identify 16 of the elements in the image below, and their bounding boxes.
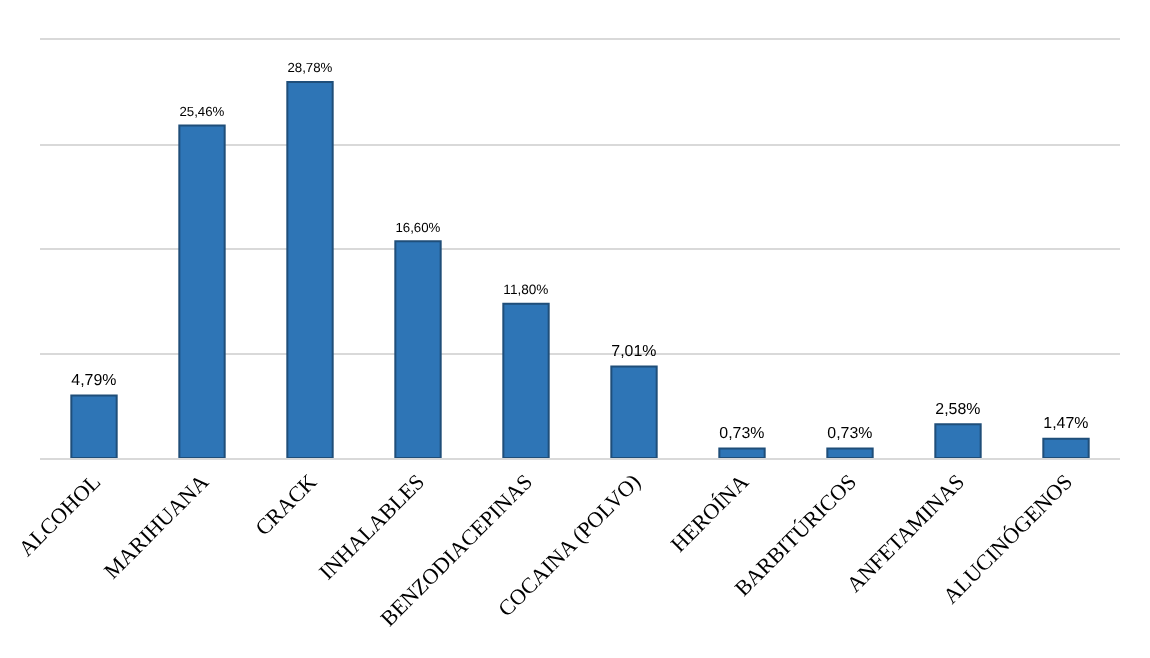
data-label: 7,01% <box>611 342 657 361</box>
bar <box>610 365 658 458</box>
data-label: 2,58% <box>935 399 981 418</box>
data-label: 4,79% <box>71 371 117 390</box>
bar <box>502 302 550 458</box>
bar <box>826 447 874 458</box>
bar <box>70 394 118 458</box>
bar <box>1042 437 1090 458</box>
bar <box>178 124 226 458</box>
data-label: 0,73% <box>827 424 873 443</box>
data-label: 1,47% <box>1043 414 1089 433</box>
bar <box>394 240 442 458</box>
bar <box>934 423 982 458</box>
data-label: 0,73% <box>719 424 765 443</box>
bar <box>718 447 766 458</box>
bar <box>286 81 334 458</box>
